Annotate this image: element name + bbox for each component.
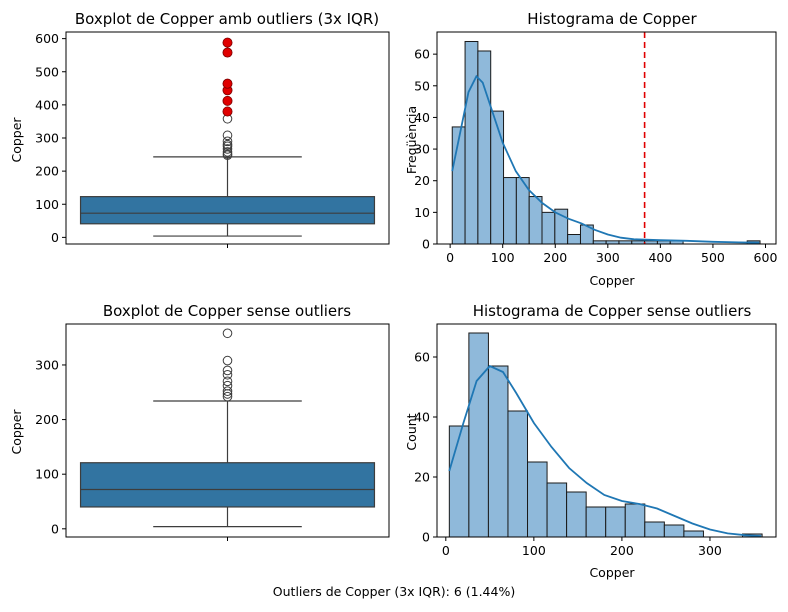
iqr-box — [79, 462, 376, 508]
y-tick-label: 40 — [414, 410, 430, 425]
extreme-outlier-point — [222, 37, 233, 48]
panel3-frame — [65, 323, 390, 538]
x-tick-label: 0 — [442, 543, 450, 558]
x-tick-label: 300 — [698, 543, 722, 558]
histogram-bar — [605, 506, 626, 538]
y-tick-label: 500 — [35, 64, 59, 79]
extreme-outlier-point — [222, 78, 233, 89]
panel4-xlabel: Copper — [589, 565, 635, 580]
y-tick-label: 20 — [414, 470, 430, 485]
x-tick-label: 0 — [446, 250, 454, 265]
panel4-frame — [436, 323, 777, 538]
histogram-bar — [585, 506, 607, 538]
y-tick-label: 200 — [35, 164, 59, 179]
kde-curve — [451, 74, 760, 244]
y-tick-label: 400 — [35, 97, 59, 112]
panel2-title: Histograma de Copper — [527, 10, 697, 28]
flier-point — [222, 380, 233, 391]
flier-point — [222, 328, 233, 339]
flier-point — [222, 139, 233, 150]
histogram-bar — [566, 491, 587, 538]
extreme-outlier-point — [222, 106, 233, 117]
flier-point — [222, 355, 233, 366]
iqr-box — [79, 196, 376, 225]
panel2-xlabel: Copper — [589, 273, 635, 288]
flier-point — [222, 147, 233, 157]
kde-curve — [448, 364, 762, 537]
histogram-bar — [644, 521, 665, 538]
flier-point — [222, 369, 233, 380]
footer-note: Outliers de Copper (3x IQR): 6 (1.44%) — [272, 584, 516, 599]
y-tick-label: 0 — [422, 530, 430, 545]
panel4-ylabel: Count — [404, 413, 419, 450]
histogram-bar — [503, 177, 517, 245]
y-tick-label: 100 — [35, 467, 59, 482]
y-tick-label: 60 — [414, 47, 430, 62]
panel1-ylabel: Copper — [9, 117, 24, 163]
histogram-bar — [528, 196, 543, 245]
extreme-outlier-point — [222, 47, 233, 58]
x-tick-label: 200 — [543, 250, 567, 265]
y-tick-label: 10 — [414, 205, 430, 220]
y-tick-label: 600 — [35, 31, 59, 46]
flier-point — [222, 130, 233, 141]
flier-point — [222, 136, 233, 147]
flier-point — [222, 365, 233, 376]
histogram-bar — [464, 40, 479, 245]
histogram-bar — [527, 461, 548, 538]
x-tick-label: 100 — [491, 250, 515, 265]
panel3-ylabel: Copper — [9, 409, 24, 455]
histogram-bar — [567, 234, 581, 245]
panel2-ylabel: Freqüència — [404, 106, 419, 174]
y-tick-label: 40 — [414, 110, 430, 125]
panel4-plot: 0 100 200 300 0 20 40 60 — [414, 332, 763, 558]
y-tick-label: 0 — [422, 237, 430, 252]
x-tick-label: 400 — [648, 250, 672, 265]
flier-point — [222, 386, 233, 396]
histogram-bar — [507, 410, 529, 538]
histogram-bar — [487, 365, 509, 538]
histogram-bar — [448, 425, 470, 538]
panel3-plot: 0 100 200 300 — [35, 328, 376, 541]
panel2-frame — [436, 31, 777, 245]
x-tick-label: 100 — [522, 543, 546, 558]
histogram-bar — [663, 524, 685, 538]
extreme-outlier-point — [222, 95, 233, 106]
y-tick-label: 100 — [35, 197, 59, 212]
histogram-bar — [541, 211, 556, 245]
y-tick-label: 200 — [35, 412, 59, 427]
histogram-bar — [624, 503, 646, 538]
y-tick-label: 0 — [51, 230, 59, 245]
y-tick-label: 50 — [414, 78, 430, 93]
panel4-title: Histograma de Copper sense outliers — [473, 302, 752, 320]
histogram-bar — [546, 482, 568, 538]
x-tick-label: 500 — [701, 250, 725, 265]
x-tick-label: 600 — [754, 250, 778, 265]
y-tick-label: 0 — [51, 521, 59, 536]
panel1-plot: 0 100 200 300 400 500 600 — [35, 31, 376, 248]
y-tick-label: 300 — [35, 357, 59, 372]
panel2-plot: 0 100 200 300 400 500 600 0 10 20 30 40 50 60 — [414, 32, 777, 265]
y-tick-label: 300 — [35, 131, 59, 146]
panel1-title: Boxplot de Copper amb outliers (3x IQR) — [75, 10, 379, 28]
histogram-bar — [490, 110, 505, 245]
panel3-title: Boxplot de Copper sense outliers — [103, 302, 351, 320]
panel1-frame — [65, 31, 390, 245]
y-tick-label: 30 — [414, 142, 430, 157]
histogram-bar — [451, 126, 466, 245]
flier-point — [222, 391, 233, 402]
y-tick-label: 60 — [414, 350, 430, 365]
y-tick-label: 20 — [414, 173, 430, 188]
x-tick-label: 300 — [596, 250, 620, 265]
flier-point — [222, 376, 233, 387]
histogram-bar — [683, 530, 704, 538]
x-tick-label: 200 — [610, 543, 634, 558]
histogram-bar — [468, 332, 489, 538]
flier-point — [222, 144, 233, 154]
